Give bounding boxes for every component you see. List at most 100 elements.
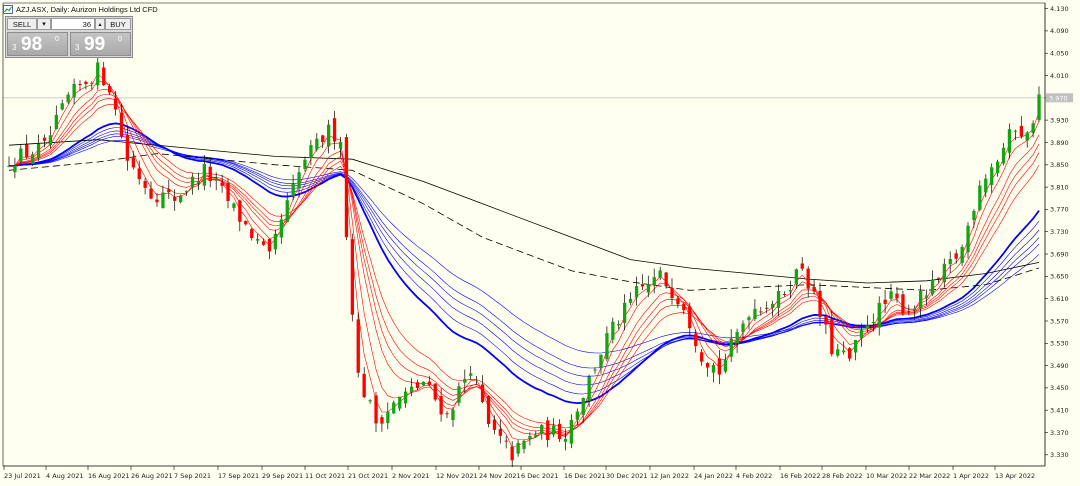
bear-candle — [818, 290, 822, 317]
bear-candle — [759, 311, 763, 313]
bull-candle — [96, 62, 100, 86]
bear-candle — [102, 67, 106, 85]
bear-candle — [492, 419, 497, 430]
bear-candle — [883, 299, 887, 304]
chart-title: AZJ.ASX, Daily: Aurizon Holdings Ltd CFD — [16, 5, 158, 14]
buy-price-quote[interactable]: 3 99 0 — [70, 32, 131, 56]
y-tick-label: 4.050 — [1050, 50, 1069, 58]
bull-candle — [634, 286, 639, 298]
bear-candle — [700, 352, 704, 362]
bear-candle — [374, 395, 378, 424]
bear-candle — [498, 429, 502, 436]
x-tick-label: 16 Aug 2021 — [88, 472, 130, 480]
bull-candle — [978, 185, 982, 210]
bear-candle — [824, 316, 828, 325]
sell-price-quote[interactable]: 3 98 0 — [7, 32, 68, 56]
sma-dashed-line — [8, 153, 1040, 291]
bull-candle — [652, 277, 656, 286]
x-tick-label: 1 Apr 2022 — [953, 472, 989, 480]
buy-button[interactable]: BUY — [105, 18, 131, 30]
bear-candle — [149, 188, 153, 199]
bear-candle — [510, 446, 514, 461]
bull-candle — [617, 324, 621, 326]
bull-candle — [368, 400, 372, 402]
bull-candle — [924, 295, 929, 298]
x-tick-label: 16 Feb 2022 — [780, 472, 820, 480]
bull-candle — [327, 124, 331, 147]
bull-candle — [877, 302, 881, 328]
bear-candle — [113, 98, 118, 110]
x-tick-label: 28 Feb 2022 — [822, 472, 862, 480]
bull-candle — [930, 279, 935, 295]
x-tick-label: 2 Nov 2021 — [392, 472, 430, 480]
bull-candle — [309, 145, 313, 159]
bear-candle — [439, 396, 443, 415]
bear-candle — [155, 199, 159, 203]
bull-candle — [776, 291, 781, 308]
bull-candle — [232, 203, 236, 208]
y-tick-label: 3.810 — [1050, 183, 1069, 191]
bull-candle — [463, 378, 467, 383]
bull-candle — [960, 247, 964, 263]
axes: 4.130 4.090 4.050 4.010 3.970 3.930 3.890 3.850… — [2, 2, 1073, 480]
bull-candle — [735, 331, 739, 344]
bull-candle — [919, 291, 923, 309]
bear-candle — [356, 319, 360, 373]
bear-candle — [208, 166, 212, 181]
lot-spin-up-button[interactable]: ▴ — [95, 18, 105, 30]
x-tick-label: 24 Jan 2022 — [694, 472, 733, 480]
bull-candle — [646, 284, 650, 293]
bull-candle — [66, 94, 70, 103]
y-tick-label: 3.610 — [1050, 295, 1069, 303]
bear-candle — [640, 284, 645, 287]
bull-candle — [741, 323, 745, 333]
bull-candle — [457, 386, 461, 403]
x-tick-label: 10 Mar 2022 — [866, 472, 907, 480]
y-tick-label: 3.770 — [1050, 206, 1069, 214]
x-tick-label: 12 Jan 2022 — [650, 472, 689, 480]
bull-candle — [404, 391, 408, 404]
bull-candle — [31, 154, 35, 164]
chart-icon — [3, 5, 13, 14]
bear-candle — [848, 348, 852, 359]
y-tick-label: 3.370 — [1050, 429, 1069, 437]
bear-candle — [717, 358, 721, 375]
y-tick-label: 3.490 — [1050, 362, 1069, 370]
bull-candle — [475, 379, 479, 381]
bull-candle — [859, 329, 864, 339]
bull-candle — [569, 419, 573, 444]
bull-candle — [605, 333, 609, 360]
lot-dropdown-button[interactable]: ▾ — [37, 18, 51, 30]
bull-candle — [451, 409, 455, 420]
bear-candle — [344, 137, 349, 238]
sma-solid-line — [8, 139, 1040, 284]
bull-candle — [279, 219, 283, 238]
bull-candle — [729, 338, 733, 357]
bear-candle — [244, 221, 248, 225]
sell-button[interactable]: SELL — [7, 18, 37, 30]
bull-candle — [48, 135, 53, 146]
bull-candle — [421, 381, 425, 386]
bear-candle — [25, 144, 29, 158]
current-price-label: 3.970 — [1049, 94, 1068, 102]
bear-candle — [664, 272, 668, 287]
bull-candle — [202, 163, 206, 186]
bear-candle — [261, 241, 266, 245]
lot-size-input[interactable] — [51, 18, 95, 30]
x-tick-label: 22 Mar 2022 — [909, 472, 950, 480]
x-tick-label: 29 Sep 2021 — [262, 472, 303, 480]
bear-candle — [765, 307, 769, 309]
bear-candle — [131, 157, 135, 168]
bear-candle — [78, 84, 82, 85]
bear-candle — [362, 373, 366, 398]
bear-candle — [350, 239, 354, 315]
y-tick-label: 3.890 — [1050, 139, 1069, 147]
bull-candle — [658, 270, 662, 278]
bear-candle — [332, 118, 337, 142]
bear-candle — [676, 298, 680, 305]
buy-price-superscript: 0 — [118, 36, 122, 43]
bull-candle — [522, 441, 526, 449]
bull-candle — [196, 181, 201, 184]
